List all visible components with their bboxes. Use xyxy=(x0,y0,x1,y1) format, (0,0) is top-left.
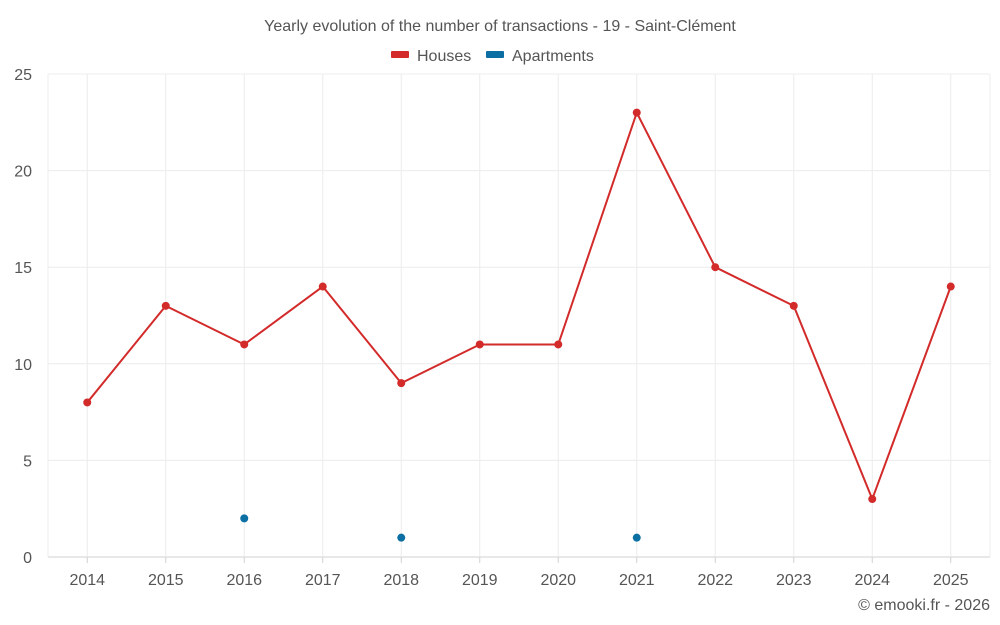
data-point-apartments[interactable] xyxy=(240,514,249,523)
x-axis-ticks: 2014 2015 2016 2017 2018 2019 2020 2021 2022 2023… xyxy=(69,557,969,589)
x-tick-label: 2018 xyxy=(383,572,419,589)
data-point-apartments[interactable] xyxy=(632,533,641,542)
x-tick-label: 2014 xyxy=(69,572,105,589)
x-tick-label: 2020 xyxy=(540,572,576,589)
data-point-houses[interactable] xyxy=(318,282,327,291)
data-point-houses[interactable] xyxy=(240,340,249,349)
data-point-houses[interactable] xyxy=(632,108,641,117)
y-tick-label: 10 xyxy=(14,357,32,374)
series-layer xyxy=(83,108,955,542)
y-tick-label: 0 xyxy=(23,550,32,567)
data-point-houses[interactable] xyxy=(475,340,484,349)
x-tick-label: 2024 xyxy=(854,572,890,589)
legend-label-houses[interactable]: Houses xyxy=(417,48,471,65)
y-axis-ticks: 0 5 10 15 20 25 xyxy=(14,67,32,567)
legend: Houses Apartments xyxy=(391,48,594,65)
credit-text: © emooki.fr - 2026 xyxy=(858,597,990,614)
x-tick-label: 2022 xyxy=(697,572,733,589)
y-tick-label: 20 xyxy=(14,164,32,181)
legend-swatch-houses xyxy=(391,51,409,58)
legend-swatch-apartments xyxy=(486,51,504,58)
x-tick-label: 2015 xyxy=(148,572,184,589)
x-tick-label: 2019 xyxy=(462,572,498,589)
y-tick-label: 15 xyxy=(14,260,32,277)
data-point-houses[interactable] xyxy=(397,379,406,388)
data-point-houses[interactable] xyxy=(711,263,720,272)
x-tick-label: 2023 xyxy=(776,572,812,589)
series-line-houses xyxy=(86,111,952,501)
x-tick-label: 2025 xyxy=(933,572,969,589)
x-tick-label: 2017 xyxy=(305,572,341,589)
gridlines xyxy=(47,73,991,558)
chart-title: Yearly evolution of the number of transa… xyxy=(264,18,736,35)
data-point-houses[interactable] xyxy=(868,495,877,504)
x-tick-label: 2021 xyxy=(619,572,655,589)
data-point-apartments[interactable] xyxy=(397,533,406,542)
x-tick-label: 2016 xyxy=(226,572,262,589)
data-point-houses[interactable] xyxy=(554,340,563,349)
legend-label-apartments[interactable]: Apartments xyxy=(512,48,594,65)
data-point-houses[interactable] xyxy=(789,301,798,310)
y-tick-label: 5 xyxy=(23,453,32,470)
data-point-houses[interactable] xyxy=(946,282,955,291)
data-point-houses[interactable] xyxy=(161,301,170,310)
data-point-houses[interactable] xyxy=(83,398,92,407)
y-tick-label: 25 xyxy=(14,67,32,84)
